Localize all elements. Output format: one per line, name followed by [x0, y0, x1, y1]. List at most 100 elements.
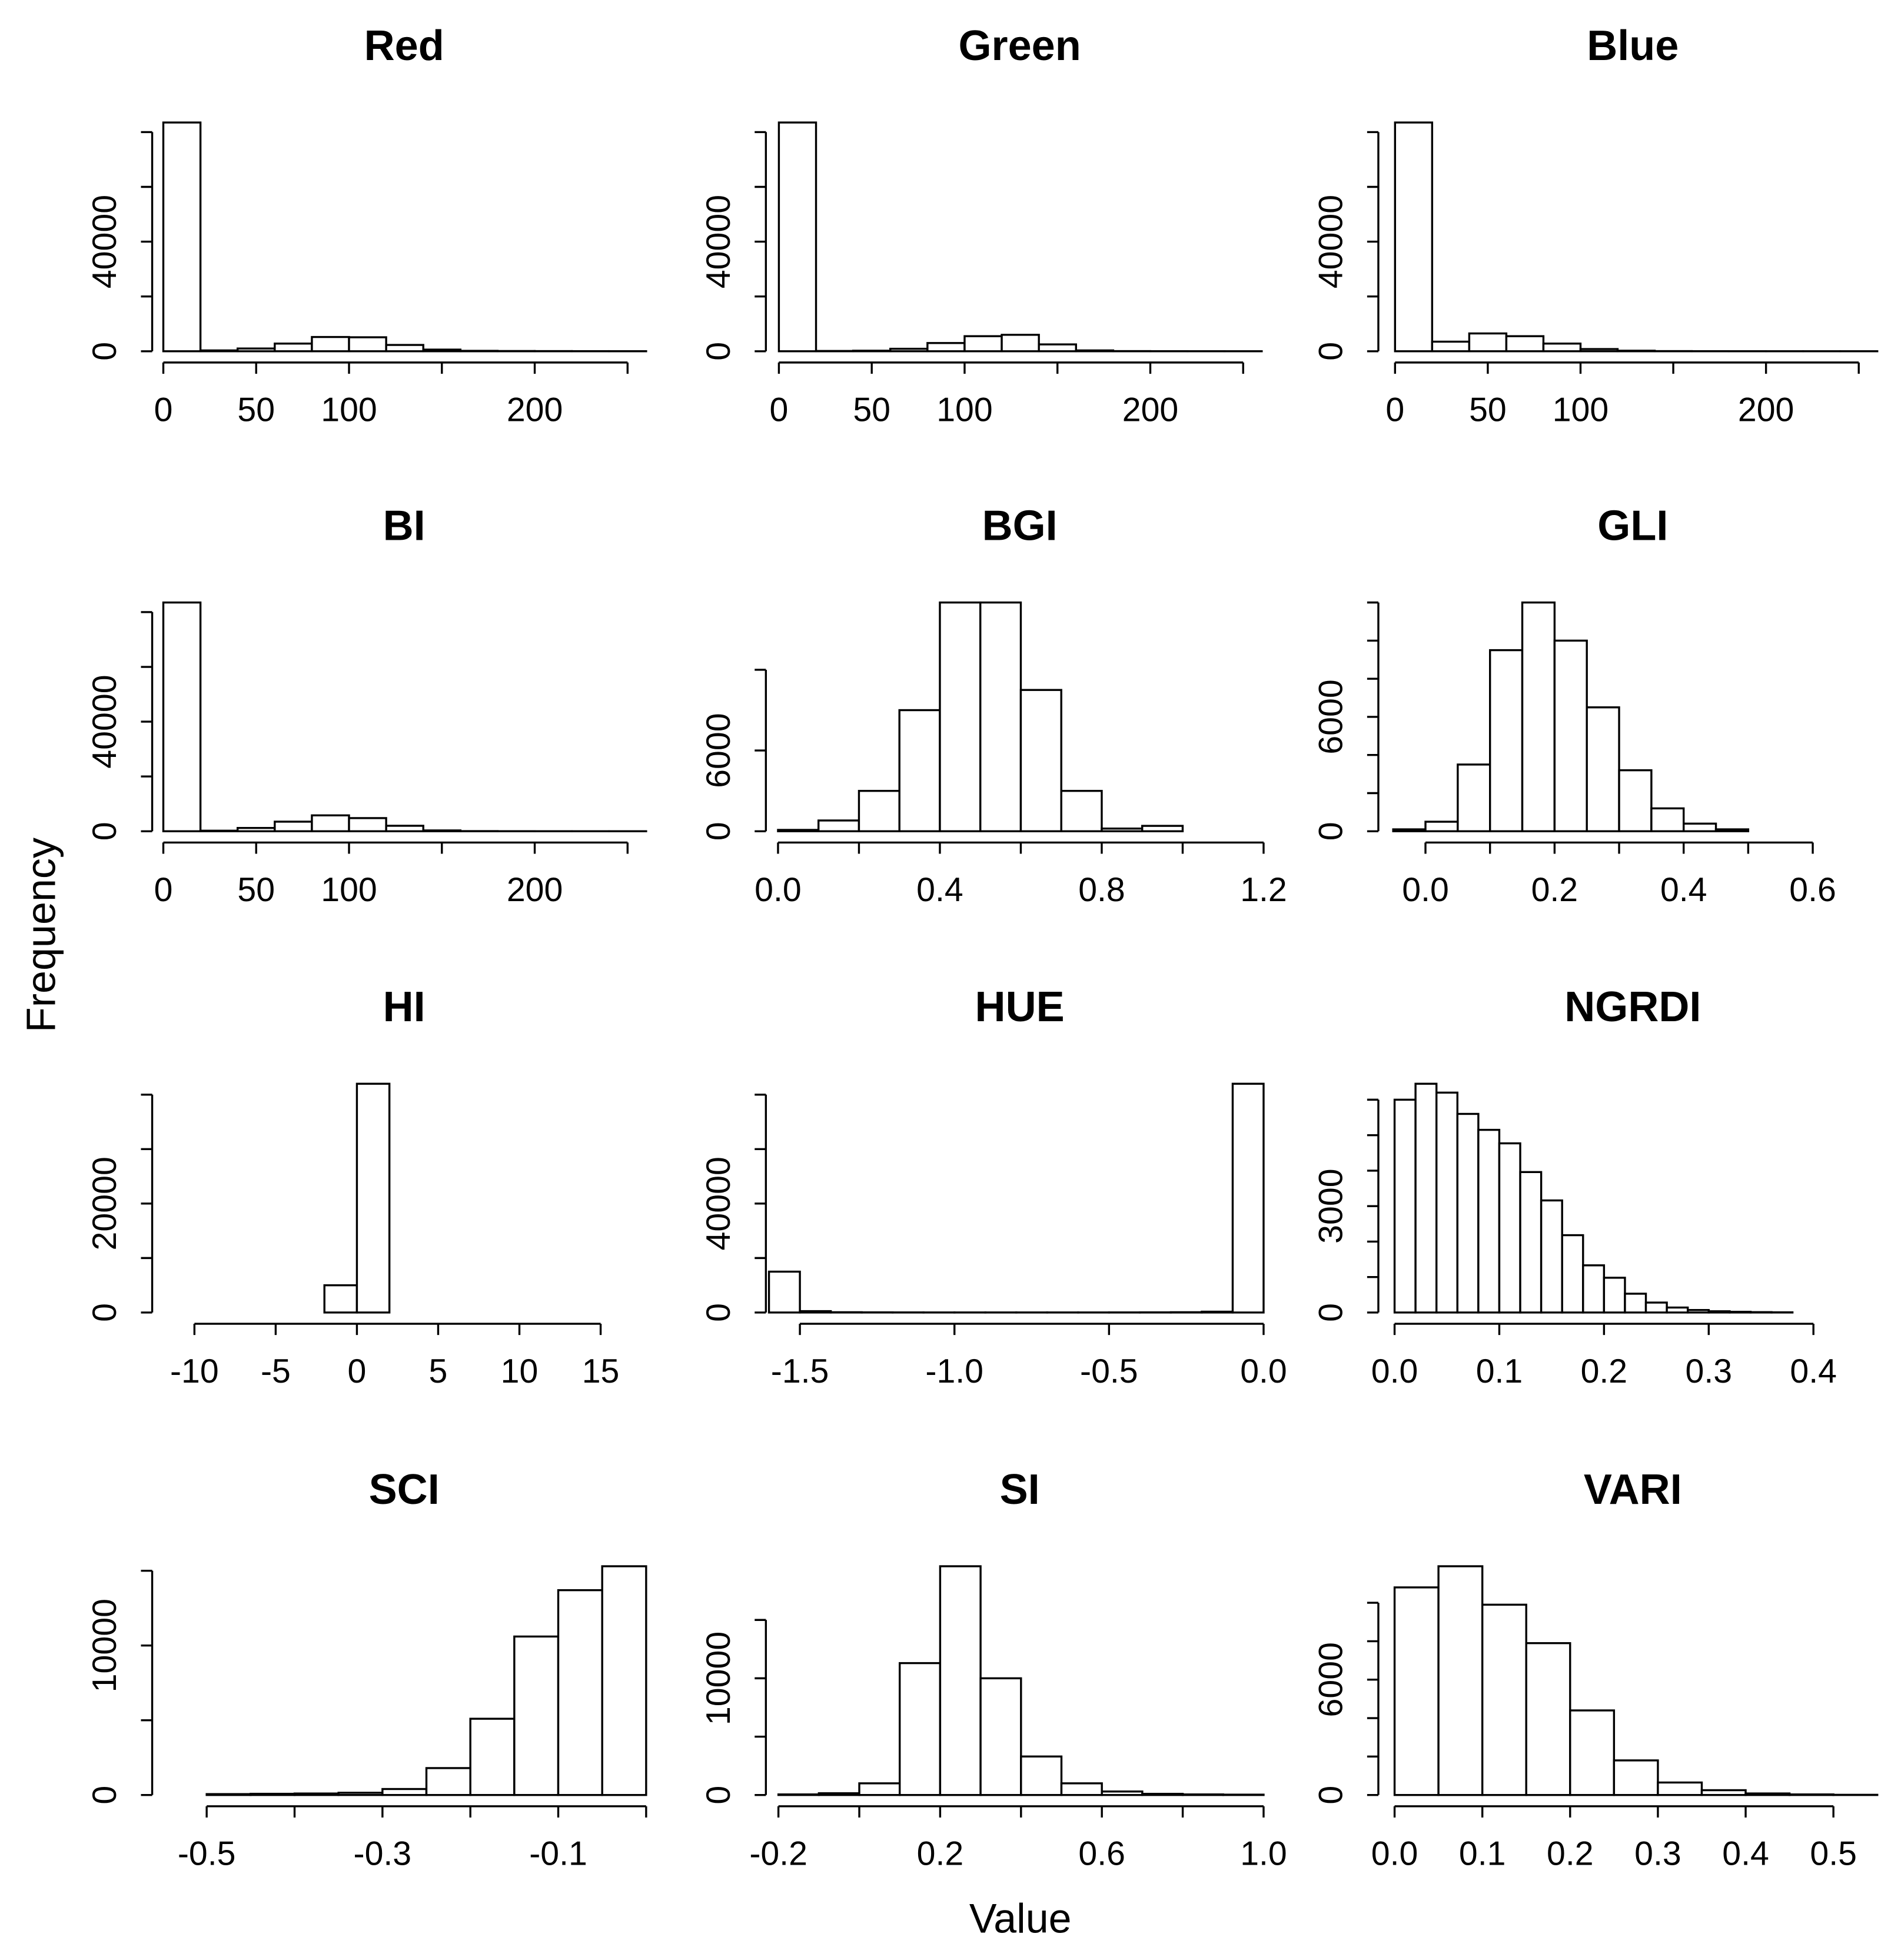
bar: [889, 347, 929, 353]
x-tick-label: 0.0: [1402, 871, 1449, 909]
x-tick-label: 0.2: [917, 1835, 964, 1873]
bar: [323, 1284, 358, 1314]
bar: [293, 1792, 340, 1796]
x-tick-label: -0.1: [529, 1835, 587, 1873]
x-tick-label: 100: [1553, 391, 1608, 429]
bar: [817, 819, 860, 832]
x-tick-label: 0.4: [1722, 1835, 1769, 1873]
panel-title: BI: [383, 502, 426, 549]
bar: [162, 601, 202, 832]
bar: [199, 349, 239, 353]
bar: [1060, 1782, 1103, 1796]
x-tick-label: 0.1: [1476, 1353, 1523, 1390]
bar: [1101, 828, 1144, 832]
panel-title: VARI: [1584, 1466, 1682, 1513]
bar: [1618, 769, 1653, 832]
y-tick-label: 0: [1312, 342, 1350, 361]
bar: [250, 1792, 296, 1796]
y-tick-label: 0: [700, 342, 737, 361]
y-tick-label: 40000: [86, 675, 124, 768]
bar: [1468, 332, 1508, 353]
bar: [767, 1270, 801, 1314]
x-tick-label: 0.1: [1459, 1835, 1506, 1873]
bar: [311, 814, 350, 832]
bar: [777, 829, 820, 832]
x-tick-label: 0.2: [1547, 1835, 1594, 1873]
bar: [799, 1310, 832, 1314]
bar: [1729, 1311, 1752, 1314]
bar: [1141, 825, 1184, 832]
bar: [1498, 1142, 1521, 1314]
y-tick-label: 40000: [700, 195, 737, 288]
y-tick-label: 0: [86, 1786, 124, 1805]
bar: [1586, 706, 1620, 832]
bar: [348, 336, 387, 353]
panel-title: BGI: [982, 502, 1058, 549]
panel-title: SCI: [369, 1466, 440, 1513]
bar: [858, 789, 900, 832]
bar: [1435, 1091, 1458, 1314]
x-tick-label: 0.0: [1371, 1353, 1418, 1390]
x-tick-label: 200: [1738, 391, 1794, 429]
bar: [422, 348, 462, 353]
bar: [1141, 1792, 1184, 1796]
y-tick-label: 0: [700, 822, 737, 841]
x-tick-label: 100: [936, 391, 992, 429]
bar: [777, 121, 817, 353]
bar: [817, 1792, 860, 1796]
x-tick-label: 200: [507, 871, 563, 909]
bar: [1749, 1311, 1773, 1314]
x-tick-label: 0: [348, 1353, 367, 1390]
x-tick-label: 0.6: [1789, 871, 1836, 909]
bar: [422, 829, 462, 832]
y-tick-label: 0: [700, 1786, 737, 1805]
bar: [1001, 334, 1040, 353]
x-tick-label: 1.2: [1240, 871, 1287, 909]
x-tick-label: 0.2: [1581, 1353, 1628, 1390]
y-tick-label: 40000: [1312, 195, 1350, 288]
bar: [1553, 639, 1588, 832]
x-tick-label: 0.6: [1078, 1835, 1125, 1873]
bar: [939, 1565, 982, 1796]
bar: [1657, 1781, 1703, 1796]
bar: [1569, 1709, 1616, 1796]
x-tick-label: 50: [237, 871, 275, 909]
x-tick-label: -1.5: [771, 1353, 829, 1390]
bar: [1624, 1293, 1647, 1314]
bar: [205, 1793, 252, 1796]
y-tick-label: 40000: [86, 195, 124, 288]
x-tick-label: 0.0: [1371, 1835, 1418, 1873]
y-tick-label: 0: [86, 822, 124, 841]
bar: [1075, 349, 1115, 353]
x-tick-label: 0.4: [1660, 871, 1707, 909]
bar: [1231, 1082, 1265, 1314]
bar: [1038, 343, 1077, 353]
x-tick-label: 0.3: [1634, 1835, 1681, 1873]
y-tick-label: 40000: [700, 1157, 737, 1250]
bar: [1714, 828, 1750, 832]
bar: [939, 601, 982, 832]
bar: [1393, 1098, 1417, 1314]
x-tick-label: 0.0: [755, 871, 802, 909]
bar: [1744, 1792, 1791, 1796]
x-tick-label: 50: [1469, 391, 1507, 429]
panel-title: Red: [364, 22, 444, 69]
bar: [926, 342, 966, 353]
bar: [1521, 601, 1556, 832]
bar: [1525, 1642, 1571, 1796]
panel-title: HUE: [975, 984, 1065, 1031]
bar: [1431, 340, 1471, 353]
bar: [381, 1788, 428, 1796]
bar: [899, 1662, 942, 1796]
x-tick-label: 50: [853, 391, 890, 429]
bar: [1579, 348, 1619, 353]
panel-title: Green: [959, 22, 1081, 69]
bar: [1489, 649, 1524, 832]
bar: [1477, 1128, 1501, 1314]
panel-title: GLI: [1597, 502, 1668, 549]
bar: [1542, 343, 1582, 353]
y-axis-label: Frequency: [18, 838, 64, 1032]
bar: [1392, 828, 1427, 832]
bar: [1414, 1082, 1438, 1314]
bar: [858, 1782, 901, 1796]
